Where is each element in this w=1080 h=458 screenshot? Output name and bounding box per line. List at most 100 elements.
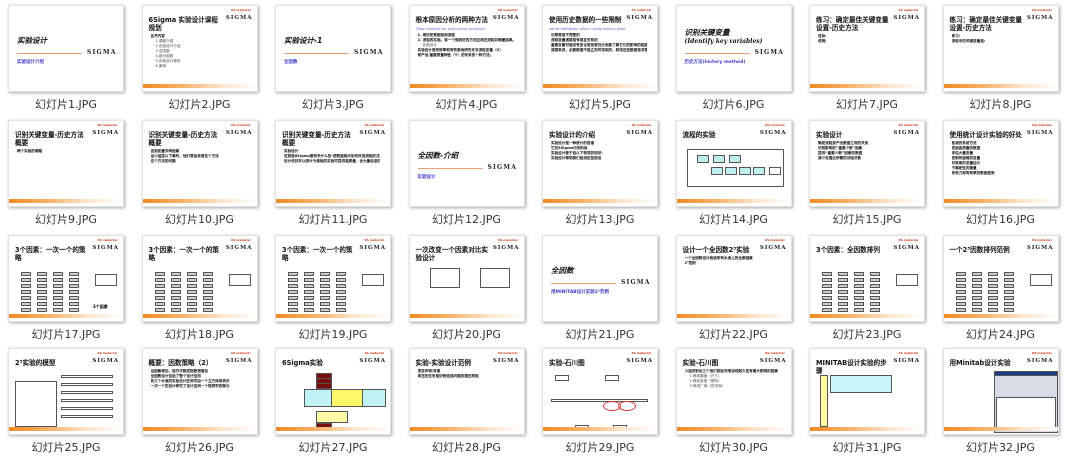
table-cell: [854, 272, 864, 276]
slide-thumbnail-image[interactable]: 6S material SIGMA 一次改变一个因素对比实验设计: [408, 235, 525, 322]
slide-thumbnail-image[interactable]: 6S material SIGMA 3个因素：一次一个的策略: [275, 235, 391, 322]
table-cell: [288, 290, 298, 294]
slide-thumbnail-item[interactable]: 实验设计-1 SIGMA 全因数 幻灯片3.JPG: [269, 0, 404, 114]
slide-thumbnail-image[interactable]: 6S material SIGMA 实验设计的介绍 实验设计是一种统计的思维 它在6Si…: [542, 120, 658, 207]
slide-thumbnail-item[interactable]: 6S material SIGMA 3个因素：一次一个的策略 幻灯片18.JPG: [136, 230, 271, 344]
slide-bullets: 检测的系统方法 发展高质量的数据 评估大量变量 控制有困难的变量 对效果的变量估计 不确定…: [952, 141, 1048, 176]
slide-thumbnail-item[interactable]: 6S material SIGMA 用Minitab设计实验 幻灯片32.JPG: [937, 343, 1072, 457]
slide-thumbnail-item[interactable]: 6S material SIGMA 一个2³因数排列范例 幻灯片24.JPG: [937, 230, 1072, 344]
slide-thumbnail-item[interactable]: 6S material SIGMA 使用历史数据的一些限制 some limitati…: [536, 0, 671, 114]
slide-footer-bar: [676, 427, 791, 431]
table-cell: [304, 278, 314, 282]
slide-thumbnail-item[interactable]: 6S material SIGMA 2³实验的模型幻灯片25.JPG: [2, 343, 137, 457]
slide-thumbnail-item[interactable]: 6S material SIGMA 6Sigma实验 幻灯片27.JPG: [269, 343, 404, 457]
slide-thumbnail-image[interactable]: 6S material SIGMA 流程的实验: [675, 120, 792, 207]
bullet-item: 说明:: [818, 39, 827, 43]
slide-thumbnail-image[interactable]: 6S material SIGMA 设计一个全因数2³实验 一个全因数设计检验所有水准…: [675, 235, 792, 322]
slide-thumbnail-image[interactable]: 6S material SIGMA 3个因素：全因数排列: [809, 235, 925, 322]
slide-thumbnail-image[interactable]: 6S material SIGMA 实验设计 确定流程投产出数据之间的关系 识别影响的“…: [809, 120, 925, 207]
table-cell: [170, 302, 181, 306]
table-cell: [21, 296, 31, 300]
slide-thumbnail-item[interactable]: 6S material SIGMA 练习：确定最佳关键变量设置-历史方法 目标: 说明:…: [803, 0, 938, 114]
slide-thumbnail-item[interactable]: 6S material SIGMA 实验设计的介绍 实验设计是一种统计的思维 它在6Si…: [536, 115, 671, 229]
slide-thumbnail-item[interactable]: 6S material SIGMA 实验-石川图 幻灯片29.JPG: [536, 343, 671, 457]
slide-thumbnail-image[interactable]: 6S material SIGMA 3个因素：一次一个的策略: [141, 235, 258, 322]
sigma-logo: SIGMA: [492, 358, 520, 364]
slide-thumbnail-item[interactable]: 6S material SIGMA 实验-石川图 小组识别出三个他们相信对喷涂线耐久性…: [670, 343, 805, 457]
slide-thumbnail-image[interactable]: 6S material SIGMA 6Sigma实验: [275, 348, 391, 435]
slide-thumbnail-image[interactable]: 实验设计-1 SIGMA 全因数: [275, 5, 391, 92]
slide-bullets: 记录常是不完整的 流程变量通常是有相互关系的 重要变量可能没有变化而足够充分到能了解…: [551, 33, 647, 53]
bullet-item: 和产出/重要质量特性（Y）的关系的一种方法。: [417, 53, 494, 57]
table-cell: [154, 284, 165, 288]
table-cell: [320, 302, 330, 306]
slide-footer-bar: [9, 314, 123, 318]
slide-thumbnail-image[interactable]: 实验设计 SIGMA 实验设计介绍: [8, 5, 124, 92]
slide-thumbnail-item[interactable]: 6S material SIGMA 识别关键变量-历史方法概要 两个实验的难题 幻灯片9…: [2, 115, 137, 229]
slide-bullets: 当因素增加，运行次数成指数倍增加 全因数设计包括了整个设计空间 有三个水准的实验设计…: [151, 369, 247, 389]
slide-thumbnail-item[interactable]: 6S material SIGMA 实验-实验设计范例 项目声明/背景 现在的任务是识别…: [403, 343, 538, 457]
sigma-logo: SIGMA: [225, 15, 253, 21]
table-cell: [870, 272, 880, 276]
slide-filename: 幻灯片25.JPG: [31, 441, 101, 454]
slide-thumbnail-item[interactable]: 全因数 SIGMA 用MINITAB设计实验2³范例 幻灯片21.JPG: [536, 230, 671, 344]
slide-thumbnail-item[interactable]: 全因数-介绍 SIGMA 实验设计 幻灯片12.JPG: [403, 115, 538, 229]
slide-thumbnail-image[interactable]: 识别关键变量 (Identify key variables) SIGMA 历史方法(…: [675, 5, 792, 92]
slide-thumbnail-image[interactable]: 6S material SIGMA 2³实验的模型: [8, 348, 124, 435]
slide-subtitle: 用MINITAB设计实验2³范例: [551, 290, 609, 295]
slide-thumbnail-image[interactable]: 6S material SIGMA 3个因素：一次一个的策略 3个因素: [8, 235, 124, 322]
slide-subtitle: (Two method for root cause analysis): [415, 26, 486, 31]
slide-thumbnail-item[interactable]: 6S material SIGMA 概要：因数策略（2） 当因素增加，运行次数成指数倍…: [136, 343, 271, 457]
slide-thumbnail-image[interactable]: 6S material SIGMA 概要：因数策略（2） 当因素增加，运行次数成指数倍…: [141, 348, 258, 435]
slide-thumbnail-image[interactable]: 6S material SIGMA 识别关键变量-历史方法概要 实验设计 这就是6Sig…: [275, 120, 391, 207]
slide-thumbnail-item[interactable]: 识别关键变量 (Identify key variables) SIGMA 历史方法(…: [670, 0, 805, 114]
slide-thumbnail-item[interactable]: 6S material SIGMA 3个因素：一次一个的策略 幻灯片19.JPG: [269, 230, 404, 344]
slide-thumbnail-item[interactable]: 6S material SIGMA 识别关键变量-历史方法概要 回到变量多种因素 当小组…: [136, 115, 271, 229]
slide-thumbnail-item[interactable]: 6S material SIGMA 使用统计设计实验的好处 检测的系统方法 发展高质量的…: [937, 115, 1072, 229]
slide-thumbnail-image[interactable]: 全因数-介绍 SIGMA 实验设计: [408, 120, 525, 207]
slide-footer-bar: [142, 427, 257, 431]
slide-thumbnail-image[interactable]: 6S material SIGMA 使用历史数据的一些限制 some limitati…: [542, 5, 658, 92]
slide-thumbnail-item[interactable]: 6S material SIGMA MINITAB设计实验的步骤 幻灯片31.JPG: [803, 343, 938, 457]
slide-thumbnail-item[interactable]: 6S material SIGMA 3个因素：一次一个的策略 3个因素 幻灯片17.JP…: [2, 230, 137, 344]
slide-thumbnail-image[interactable]: 全因数 SIGMA 用MINITAB设计实验2³范例: [542, 235, 658, 322]
slide-thumbnail-image[interactable]: 6S material SIGMA 一个2³因数排列范例: [942, 235, 1059, 322]
slide-thumbnail-image[interactable]: 6S material SIGMA 实验-石川图 小组识别出三个他们相信对喷涂线耐久性…: [675, 348, 792, 435]
slide-thumbnail-image[interactable]: 6S material SIGMA 识别关键变量-历史方法概要 回到变量多种因素 当小组…: [141, 120, 258, 207]
slide-thumbnail-image[interactable]: 6S material SIGMA 根本原因分析的两种方法 (Two method f…: [408, 5, 525, 92]
slide-thumbnail-image[interactable]: 6S material SIGMA 练习：确定最佳关键变量设置-历史方法 练习: 流程中…: [942, 5, 1059, 92]
slide-thumbnail-image[interactable]: 6S material SIGMA MINITAB设计实验的步骤: [809, 348, 925, 435]
slide-thumbnail-image[interactable]: 6S material SIGMA 练习：确定最佳关键变量设置-历史方法 目标: 说明:: [809, 5, 925, 92]
sigma-logo: SIGMA: [893, 15, 920, 21]
sigma-logo: SIGMA: [359, 245, 386, 251]
slide-thumbnail-item[interactable]: 6S material SIGMA 设计一个全因数2³实验 一个全因数设计检验所有水准…: [670, 230, 805, 344]
slide-thumbnail-item[interactable]: 6S material SIGMA 一次改变一个因素对比实验设计 幻灯片20.JPG: [403, 230, 538, 344]
slide-thumbnail-item[interactable]: 6S material SIGMA 识别关键变量-历史方法概要 实验设计 这就是6Sig…: [269, 115, 404, 229]
slide-thumbnail-item[interactable]: 6S material SIGMA 练习：确定最佳关键变量设置-历史方法 练习: 流程中…: [937, 0, 1072, 114]
slide-thumbnail-item[interactable]: 实验设计 SIGMA 实验设计介绍 幻灯片1.JPG: [2, 0, 137, 114]
table-cell: [202, 272, 213, 276]
model-line: [61, 415, 113, 418]
table-cell: [955, 290, 966, 294]
slide-thumbnail-image[interactable]: 6S material SIGMA 识别关键变量-历史方法概要 两个实验的难题: [8, 120, 124, 207]
bullet-item: 不确定性的衡量: [951, 166, 977, 170]
slide-thumbnail-image[interactable]: 6S material SIGMA 6Sigma 实验设计课程规划 各节内容 1.课程介…: [141, 5, 258, 92]
slide-thumbnail-item[interactable]: 6S material SIGMA 实验设计 确定流程投产出数据之间的关系 识别影响的“…: [803, 115, 938, 229]
slide-thumbnail-image[interactable]: 6S material SIGMA 实验-石川图: [542, 348, 658, 435]
sigma-logo: SIGMA: [92, 245, 119, 251]
slide-subtitle: 全因数: [284, 60, 298, 65]
sigma-logo: SIGMA: [1026, 358, 1054, 364]
slide-thumbnail-image[interactable]: 6S material SIGMA 实验-实验设计范例 项目声明/背景 现在的任务是识别…: [408, 348, 525, 435]
bullet-item: 一个全因数设计检验所有水准上的全部因素: [684, 256, 753, 260]
slide-thumbnail-image[interactable]: 6S material SIGMA 使用统计设计实验的好处 检测的系统方法 发展高质量的…: [942, 120, 1059, 207]
slide-thumbnail-item[interactable]: 6S material SIGMA 6Sigma 实验设计课程规划 各节内容 1.课程介…: [136, 0, 271, 114]
slide-filename: 幻灯片6.JPG: [702, 98, 765, 111]
table-cell: [288, 272, 298, 276]
slide-thumbnail-image[interactable]: 6S material SIGMA 用Minitab设计实验: [942, 348, 1059, 435]
slide-thumbnail-item[interactable]: 6S material SIGMA 3个因素：全因数排列 幻灯片23.JPG: [803, 230, 938, 344]
table-cell: [822, 302, 832, 306]
bullet-item: 识别影响的“重要少数”因素: [818, 146, 863, 150]
slide-thumbnail-item[interactable]: 6S material SIGMA 流程的实验 幻灯片14.JPG: [670, 115, 805, 229]
table-cell: [304, 284, 314, 288]
slide-thumbnail-item[interactable]: 6S material SIGMA 根本原因分析的两种方法 (Two method f…: [403, 0, 538, 114]
